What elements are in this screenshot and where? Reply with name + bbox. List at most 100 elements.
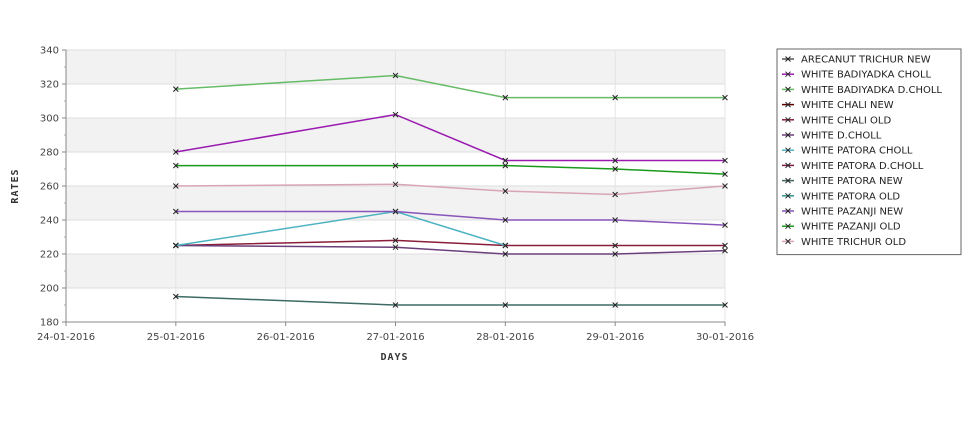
legend-item: WHITE PATORA OLD	[782, 191, 900, 202]
legend-label: WHITE PAZANJI NEW	[801, 207, 903, 218]
data-point	[392, 302, 399, 308]
data-point	[392, 181, 399, 188]
data-point	[392, 162, 399, 169]
data-point	[722, 157, 728, 164]
series-11	[172, 162, 728, 177]
legend-label: WHITE CHALI OLD	[801, 115, 891, 126]
data-point	[392, 208, 399, 215]
x-tick-label: 26-01-2016	[257, 332, 315, 343]
x-axis-ticks: 24-01-2016 25-01-2016 26-01-2016 27-01-2016…	[37, 322, 754, 343]
legend-marker	[785, 147, 791, 154]
x-axis-label: DAYS	[380, 352, 408, 363]
data-point	[502, 302, 509, 308]
legend-item: WHITE BADIYADKA D.CHOLL	[782, 85, 942, 96]
data-point	[612, 166, 619, 172]
legend-item: WHITE CHALI OLD	[782, 115, 891, 126]
legend-label: WHITE PATORA CHOLL	[801, 146, 913, 157]
data-point	[502, 242, 509, 249]
series-1	[172, 111, 728, 164]
data-point	[612, 94, 619, 101]
data-point	[172, 86, 179, 92]
y-tick-label: 280	[40, 148, 59, 159]
legend-marker	[785, 86, 791, 93]
data-point	[502, 94, 509, 101]
data-point	[612, 217, 619, 223]
legend-item: WHITE PATORA CHOLL	[782, 146, 913, 157]
x-tick-label: 24-01-2016	[37, 332, 95, 343]
series-2	[172, 72, 728, 101]
legend-marker	[785, 162, 791, 169]
data-point	[392, 111, 399, 118]
data-point	[612, 251, 619, 257]
legend-item: WHITE D.CHOLL	[782, 131, 882, 142]
legend-label: WHITE CHALI NEW	[801, 100, 894, 111]
data-point	[612, 242, 619, 249]
x-tick-label: 29-01-2016	[586, 332, 644, 343]
legend-item: WHITE PAZANJI OLD	[782, 222, 901, 233]
legend-label: WHITE TRICHUR OLD	[801, 237, 906, 248]
data-point	[722, 302, 728, 308]
data-point	[392, 237, 399, 244]
data-point	[612, 157, 619, 164]
data-point	[392, 72, 399, 79]
legend-item: ARECANUT TRICHUR NEW	[782, 55, 931, 66]
legend-item: WHITE CHALI NEW	[782, 100, 894, 111]
series-8	[172, 293, 728, 308]
y-axis-ticks: 180 200 220 240 260 280 300 320 340	[40, 46, 66, 329]
y-tick-label: 300	[40, 114, 59, 125]
data-point	[722, 171, 728, 177]
data-point	[612, 191, 619, 198]
data-point	[172, 149, 179, 155]
series-12	[172, 181, 728, 198]
x-tick-label: 30-01-2016	[696, 332, 754, 343]
legend-label: WHITE PAZANJI OLD	[801, 222, 901, 233]
y-tick-label: 220	[40, 250, 59, 261]
legend-label: WHITE PATORA D.CHOLL	[801, 161, 924, 172]
legend-marker	[785, 238, 791, 245]
legend-item: WHITE BADIYADKA CHOLL	[782, 70, 932, 81]
legend-label: WHITE PATORA NEW	[801, 176, 903, 187]
x-tick-label: 27-01-2016	[366, 332, 424, 343]
legend-label: ARECANUT TRICHUR NEW	[801, 55, 931, 66]
data-point	[722, 222, 728, 228]
legend-box	[776, 48, 962, 256]
legend-marker	[785, 208, 791, 214]
x-tick-label: 28-01-2016	[476, 332, 534, 343]
legend-label: WHITE PATORA OLD	[801, 191, 900, 202]
data-point	[172, 162, 179, 169]
legend-item: WHITE PAZANJI NEW	[782, 207, 903, 218]
legend-label: WHITE BADIYADKA D.CHOLL	[801, 85, 942, 96]
legend-marker	[785, 192, 791, 199]
data-point	[502, 188, 509, 194]
data-point	[172, 208, 179, 215]
data-point	[722, 183, 728, 189]
data-point	[502, 157, 509, 164]
data-point	[392, 244, 399, 251]
legend-marker	[785, 101, 791, 108]
series-lines	[172, 72, 728, 308]
y-tick-label: 340	[40, 46, 59, 57]
y-tick-label: 180	[40, 318, 59, 329]
data-point	[612, 302, 619, 308]
legend: ARECANUT TRICHUR NEW WHITE BADIYADKA CHOL…	[776, 48, 962, 256]
data-point	[172, 242, 179, 249]
y-tick-label: 320	[40, 80, 59, 91]
legend-item: WHITE PATORA NEW	[782, 176, 903, 187]
legend-marker	[785, 56, 791, 62]
series-10	[172, 208, 728, 228]
legend-label: WHITE D.CHOLL	[801, 131, 882, 142]
data-point	[722, 94, 728, 101]
legend-marker	[785, 116, 791, 123]
data-point	[722, 242, 728, 249]
y-tick-label: 200	[40, 284, 59, 295]
data-point	[172, 183, 179, 189]
y-tick-label: 260	[40, 182, 59, 193]
legend-item: WHITE PATORA D.CHOLL	[782, 161, 924, 172]
data-point	[502, 251, 509, 257]
legend-marker	[785, 177, 791, 184]
data-point	[502, 162, 509, 169]
legend-item: WHITE TRICHUR OLD	[782, 237, 906, 248]
y-axis-label: RATES	[10, 168, 21, 203]
data-point	[722, 247, 728, 254]
